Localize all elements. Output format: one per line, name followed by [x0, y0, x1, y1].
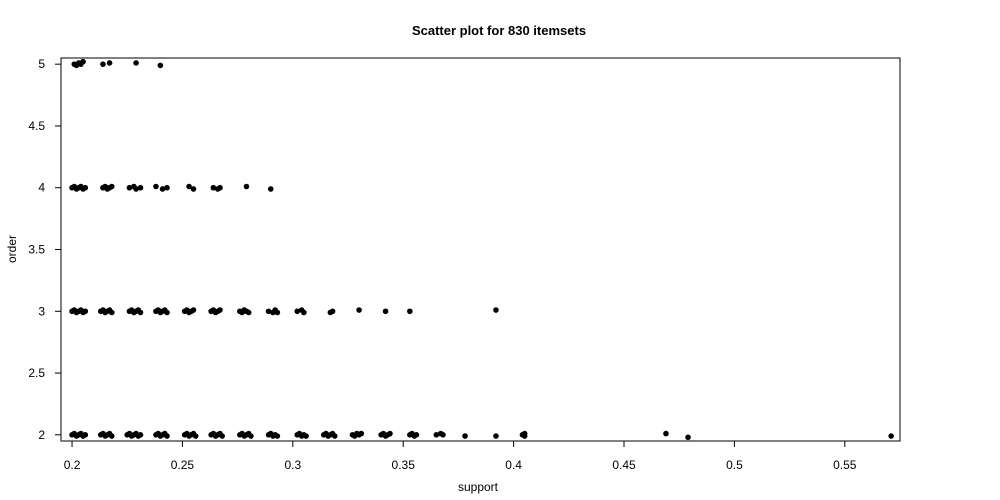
- y-tick-label: 3: [38, 304, 45, 318]
- scatter-point: [133, 60, 139, 66]
- y-tick-label: 3.5: [28, 243, 45, 257]
- scatter-point: [294, 308, 301, 315]
- y-tick-label: 2.5: [28, 366, 45, 380]
- y-tick-label: 5: [38, 57, 45, 71]
- scatter-point: [462, 433, 468, 439]
- scatter-point: [243, 183, 250, 190]
- scatter-point: [356, 307, 362, 313]
- scatter-point: [493, 433, 499, 439]
- data-points: [69, 58, 894, 441]
- scatter-point: [219, 433, 225, 439]
- scatter-point: [133, 186, 139, 192]
- scatter-point: [82, 184, 89, 191]
- scatter-point: [80, 58, 86, 65]
- scatter-point: [387, 430, 393, 437]
- scatter-point: [210, 184, 217, 191]
- scatter-point: [433, 432, 440, 438]
- scatter-point: [493, 307, 499, 313]
- scatter-point: [274, 309, 281, 316]
- scatter-point: [521, 433, 528, 439]
- scatter-point: [126, 184, 133, 191]
- x-tick-label: 0.35: [392, 458, 416, 472]
- scatter-point: [301, 309, 307, 316]
- x-tick-label: 0.45: [612, 458, 636, 472]
- y-axis-label: order: [5, 235, 19, 263]
- y-tick-label: 4.5: [28, 119, 45, 133]
- scatter-point: [217, 307, 223, 313]
- x-tick-label: 0.25: [171, 458, 195, 472]
- scatter-point: [267, 186, 274, 192]
- scatter-point: [108, 183, 115, 190]
- scatter-point: [190, 186, 197, 192]
- scatter-point: [245, 309, 252, 316]
- scatter-point: [329, 308, 336, 315]
- y-tick-label: 4: [38, 181, 45, 195]
- scatter-point: [248, 433, 254, 439]
- scatter-point: [153, 183, 159, 190]
- x-tick-label: 0.55: [833, 458, 857, 472]
- scatter-point: [108, 309, 115, 316]
- scatter-point: [217, 184, 223, 191]
- scatter-point: [190, 307, 197, 313]
- scatter-point: [164, 309, 170, 316]
- scatter-point: [663, 430, 669, 437]
- x-tick-label: 0.3: [284, 458, 301, 472]
- scatter-point: [159, 186, 166, 192]
- scatter-point: [164, 433, 170, 439]
- scatter-point: [303, 433, 309, 439]
- scatter-point: [108, 433, 115, 439]
- x-axis-label: support: [458, 480, 499, 494]
- scatter-point: [137, 309, 144, 316]
- x-tick-label: 0.4: [505, 458, 522, 472]
- x-axis: 0.2 0.25 0.3 0.35 0.4 0.45 0.5 0.55: [64, 440, 857, 472]
- scatter-point: [888, 433, 894, 439]
- scatter-point: [265, 308, 272, 315]
- scatter-point: [413, 432, 420, 438]
- x-tick-label: 0.2: [64, 458, 81, 472]
- scatter-point: [157, 62, 164, 69]
- y-axis: 2 2.5 3 3.5 4 4.5 5: [28, 57, 62, 442]
- scatter-point: [82, 432, 89, 438]
- scatter-point: [358, 430, 365, 437]
- scatter-point: [106, 60, 113, 66]
- scatter-point: [407, 308, 413, 315]
- plot-frame: [60, 57, 901, 442]
- scatter-point: [137, 432, 144, 438]
- scatter-point: [137, 184, 144, 191]
- scatter-point: [440, 432, 446, 438]
- scatter-point: [274, 433, 281, 439]
- scatter-point: [100, 61, 106, 67]
- scatter-point: [685, 434, 691, 441]
- scatter-point: [331, 433, 338, 439]
- scatter-point: [164, 184, 170, 191]
- scatter-point: [82, 308, 89, 315]
- scatter-point: [186, 183, 192, 190]
- chart-title: Scatter plot for 830 itemsets: [412, 23, 586, 38]
- x-tick-label: 0.5: [726, 458, 743, 472]
- y-tick-label: 2: [38, 428, 45, 442]
- scatter-point: [382, 308, 389, 315]
- scatter-point: [192, 433, 199, 439]
